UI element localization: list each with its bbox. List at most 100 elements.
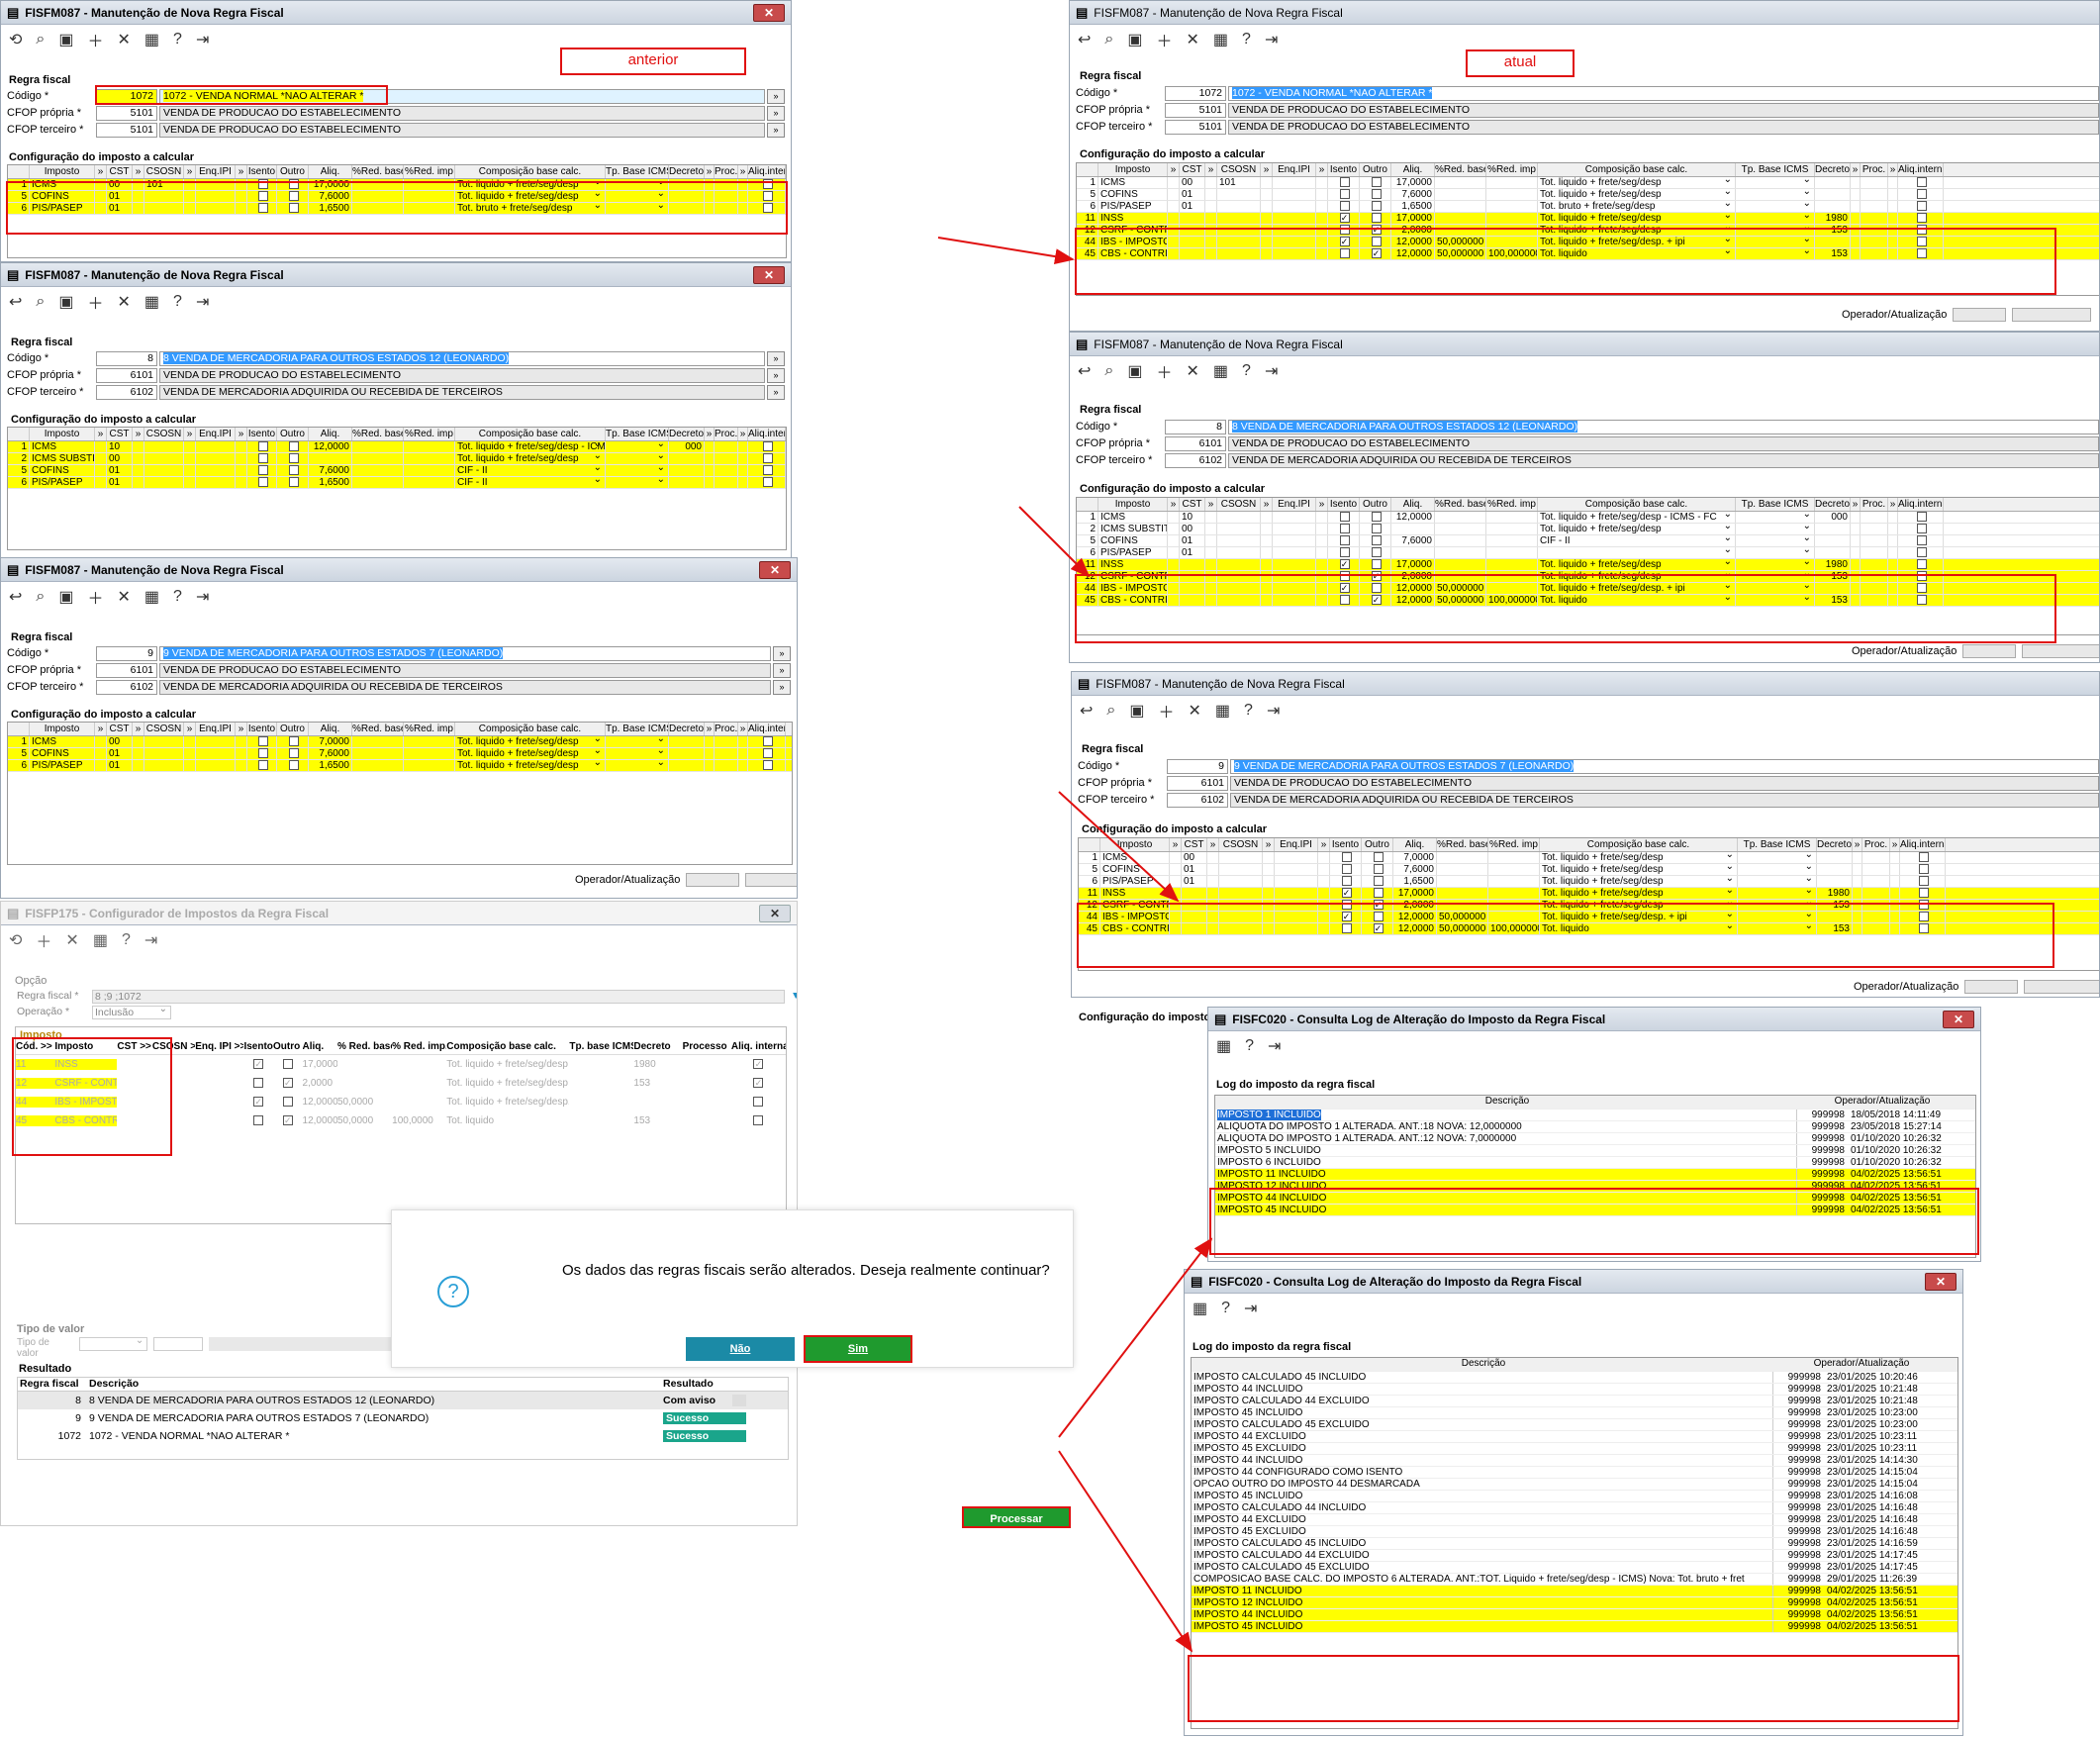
checkbox[interactable] bbox=[1918, 852, 1929, 863]
save-icon[interactable]: ▣ bbox=[1127, 363, 1143, 380]
close-button[interactable]: ✕ bbox=[1943, 1010, 1974, 1028]
exit-icon[interactable]: ⇥ bbox=[1268, 1038, 1282, 1055]
log-row[interactable]: IMPOSTO 11 INCLUIDO 999998 04/02/2025 13:5… bbox=[1215, 1169, 1975, 1181]
tipo-valor-select[interactable] bbox=[78, 1335, 148, 1351]
checked-checkbox[interactable]: ✓ bbox=[753, 1059, 764, 1070]
checkbox[interactable] bbox=[1371, 547, 1382, 558]
log-row[interactable]: IMPOSTO 44 INCLUIDO 999998 23/01/2025 14:1… bbox=[1192, 1455, 1957, 1467]
checkbox[interactable] bbox=[1371, 237, 1382, 247]
checkbox[interactable] bbox=[1916, 524, 1927, 534]
exit-icon[interactable]: ⇥ bbox=[143, 932, 158, 949]
calendar-icon[interactable]: ▦ bbox=[1212, 363, 1229, 380]
checkbox[interactable] bbox=[762, 465, 773, 476]
grid-row-new[interactable]: 11 INSS ✓ 17,0000 Tot. liquido + frete/seg/d… bbox=[1077, 213, 2099, 225]
exit-icon[interactable]: ⇥ bbox=[195, 32, 210, 48]
checked-checkbox[interactable]: ✓ bbox=[1371, 248, 1382, 259]
checkbox[interactable] bbox=[1373, 912, 1384, 922]
checkbox[interactable] bbox=[257, 736, 268, 747]
log-row[interactable]: IMPOSTO 44 CONFIGURADO COMO ISENTO 999998… bbox=[1192, 1467, 1957, 1479]
checkbox[interactable] bbox=[1918, 900, 1929, 911]
cfop-propria-input[interactable]: 6101 bbox=[96, 662, 157, 678]
checkbox[interactable] bbox=[762, 477, 773, 488]
cfg-row[interactable]: 11 INSS ✓ 17,0000 Tot. liquido + frete/seg/d… bbox=[16, 1055, 786, 1074]
checkbox[interactable] bbox=[1339, 547, 1350, 558]
cfop-propria-input[interactable]: 5101 bbox=[1165, 102, 1226, 118]
nao-button[interactable]: Não bbox=[686, 1337, 795, 1361]
checkbox[interactable] bbox=[1916, 535, 1927, 546]
save-icon[interactable]: ▣ bbox=[1127, 32, 1143, 48]
log-row[interactable]: IMPOSTO 45 EXCLUIDO 999998 23/01/2025 14:1… bbox=[1192, 1526, 1957, 1538]
delete-icon[interactable]: ✕ bbox=[1188, 703, 1201, 720]
checkbox[interactable] bbox=[1371, 177, 1382, 188]
cfop-terceiro-input[interactable]: 6102 bbox=[1165, 452, 1226, 468]
codigo-input[interactable]: 9 bbox=[96, 645, 157, 661]
refresh-icon[interactable]: ⟲ bbox=[9, 932, 23, 949]
close-button[interactable]: ✕ bbox=[759, 560, 791, 579]
checked-checkbox[interactable]: ✓ bbox=[1371, 595, 1382, 606]
log-row[interactable]: ALIQUOTA DO IMPOSTO 1 ALTERADA. ANT.:12 … bbox=[1215, 1133, 1975, 1145]
checkbox[interactable] bbox=[1916, 595, 1927, 606]
grid-row[interactable]: 5 COFINS 01 7,6000 Tot. liquido + frete/seg/… bbox=[8, 748, 792, 760]
log-row[interactable]: IMPOSTO 44 INCLUIDO 999998 04/02/2025 13:5… bbox=[1215, 1193, 1975, 1205]
more-button[interactable]: » bbox=[767, 384, 785, 400]
save-icon[interactable]: ▣ bbox=[1129, 703, 1145, 720]
checkbox[interactable] bbox=[1339, 595, 1350, 606]
delete-icon[interactable]: ✕ bbox=[1186, 363, 1199, 380]
log-row[interactable]: IMPOSTO 45 EXCLUIDO 999998 23/01/2025 10:2… bbox=[1192, 1443, 1957, 1455]
back-icon[interactable]: ↩ bbox=[9, 589, 23, 606]
cfop-terceiro-input[interactable]: 5101 bbox=[1165, 119, 1226, 135]
codigo-input[interactable]: 8 bbox=[96, 350, 157, 366]
checkbox[interactable] bbox=[1339, 571, 1350, 582]
detail-button[interactable] bbox=[732, 1395, 746, 1406]
log-row[interactable]: IMPOSTO 12 INCLUIDO 999998 04/02/2025 13:5… bbox=[1192, 1597, 1957, 1609]
codigo-input[interactable]: 9 bbox=[1167, 758, 1228, 774]
checkbox[interactable] bbox=[1341, 864, 1352, 875]
delete-icon[interactable]: ✕ bbox=[65, 932, 79, 949]
log-row[interactable]: IMPOSTO 11 INCLUIDO 999998 04/02/2025 13:5… bbox=[1192, 1586, 1957, 1597]
checkbox[interactable] bbox=[1341, 852, 1352, 863]
grid-row[interactable]: 1 ICMS 00 7,0000 Tot. liquido + frete/seg/de… bbox=[8, 736, 792, 748]
log-row[interactable]: IMPOSTO 12 INCLUIDO 999998 04/02/2025 13:5… bbox=[1215, 1181, 1975, 1193]
search-icon[interactable]: ⌕ bbox=[1104, 362, 1114, 379]
checkbox[interactable] bbox=[1371, 535, 1382, 546]
back-icon[interactable]: ↩ bbox=[1080, 703, 1094, 720]
checkbox[interactable] bbox=[1916, 237, 1927, 247]
checkbox[interactable] bbox=[1916, 512, 1927, 523]
checkbox[interactable] bbox=[257, 191, 268, 202]
checkbox[interactable] bbox=[753, 1115, 764, 1126]
calendar-icon[interactable]: ▦ bbox=[1216, 1038, 1232, 1055]
exit-icon[interactable]: ⇥ bbox=[1264, 32, 1279, 48]
log-row[interactable]: OPCAO OUTRO DO IMPOSTO 44 DESMARCADA 9999… bbox=[1192, 1479, 1957, 1491]
detail-button[interactable] bbox=[732, 1430, 746, 1442]
log-row[interactable]: IMPOSTO 45 INCLUIDO 999998 23/01/2025 10:2… bbox=[1192, 1407, 1957, 1419]
checked-checkbox[interactable]: ✓ bbox=[253, 1097, 264, 1108]
regra-fiscal-input[interactable]: 8 ;9 ;1072 bbox=[92, 990, 785, 1004]
calendar-icon[interactable]: ▦ bbox=[1193, 1301, 1208, 1317]
save-icon[interactable]: ▣ bbox=[58, 32, 74, 48]
checkbox[interactable] bbox=[1918, 864, 1929, 875]
checkbox[interactable] bbox=[257, 203, 268, 214]
operacao-select[interactable]: Inclusão bbox=[92, 1004, 171, 1019]
add-icon[interactable]: ＋ bbox=[87, 591, 104, 608]
checkbox[interactable] bbox=[257, 179, 268, 190]
checkbox[interactable] bbox=[1916, 583, 1927, 594]
checkbox[interactable] bbox=[762, 748, 773, 759]
checkbox[interactable] bbox=[762, 453, 773, 464]
checked-checkbox[interactable]: ✓ bbox=[253, 1059, 264, 1070]
checked-checkbox[interactable]: ✓ bbox=[1339, 559, 1350, 570]
tipo-valor-input[interactable] bbox=[153, 1337, 203, 1351]
more-button[interactable]: » bbox=[773, 679, 791, 695]
calendar-icon[interactable]: ▦ bbox=[143, 294, 160, 311]
exit-icon[interactable]: ⇥ bbox=[1264, 363, 1279, 380]
codigo-input[interactable]: 1072 bbox=[96, 88, 157, 104]
checkbox[interactable] bbox=[1918, 888, 1929, 899]
grid-row[interactable]: 5 COFINS 01 7,6000 Tot. liquido + frete/seg/… bbox=[8, 191, 786, 203]
resultado-row[interactable]: 8 8 VENDA DE MERCADORIA PARA OUTROS ESTAD… bbox=[18, 1392, 788, 1409]
log-row[interactable]: IMPOSTO 1 INCLUIDO 999998 18/05/2018 14:11… bbox=[1215, 1110, 1975, 1121]
checkbox[interactable] bbox=[762, 191, 773, 202]
checkbox[interactable] bbox=[1916, 177, 1927, 188]
search-icon[interactable]: ⌕ bbox=[36, 31, 46, 48]
log-row[interactable]: IMPOSTO 45 INCLUIDO 999998 04/02/2025 13:5… bbox=[1192, 1621, 1957, 1633]
